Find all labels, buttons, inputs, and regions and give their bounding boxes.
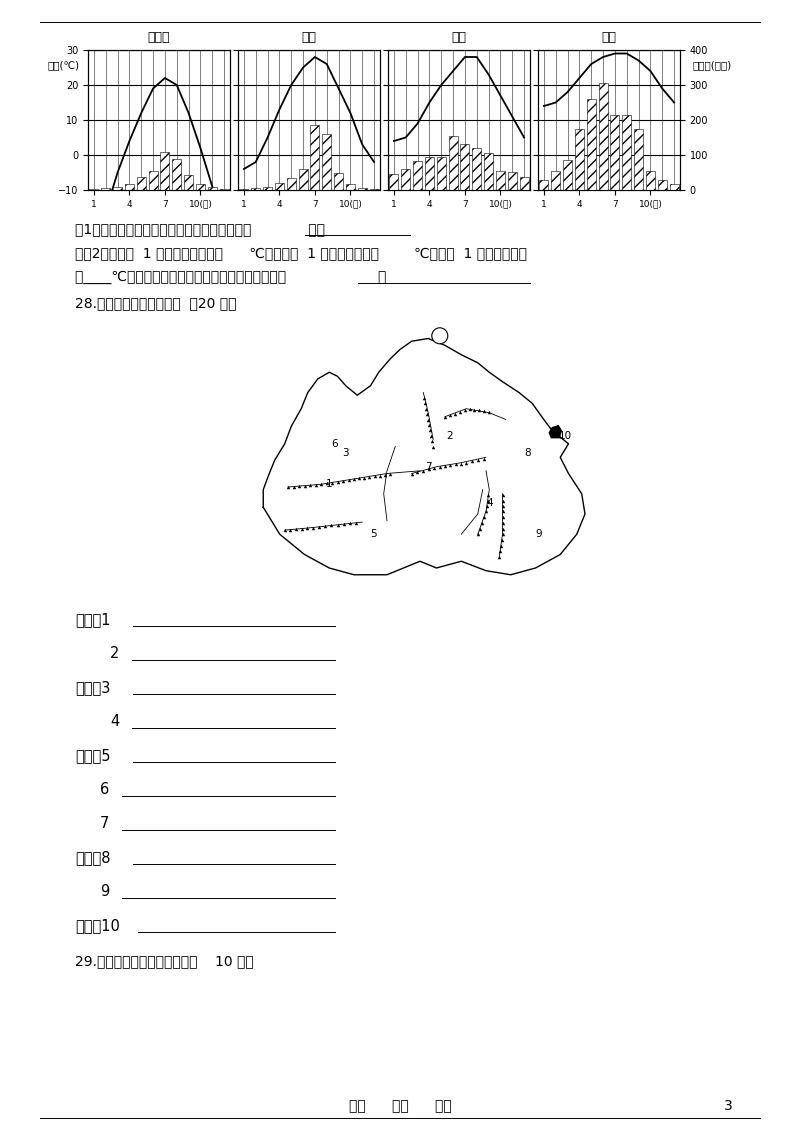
Bar bbox=[208, 188, 217, 190]
Text: 6: 6 bbox=[331, 439, 338, 449]
Bar bbox=[598, 84, 607, 190]
Bar bbox=[402, 169, 410, 190]
Bar bbox=[484, 153, 493, 190]
Bar bbox=[520, 176, 529, 190]
Text: 广州: 广州 bbox=[602, 32, 617, 44]
Text: 用心      爱心      专心: 用心 爱心 专心 bbox=[349, 1099, 451, 1113]
Polygon shape bbox=[263, 338, 585, 575]
Bar bbox=[184, 175, 193, 190]
Bar bbox=[334, 173, 343, 190]
Text: 9: 9 bbox=[100, 884, 110, 899]
Text: 3: 3 bbox=[342, 448, 349, 458]
Bar bbox=[508, 173, 517, 190]
Text: 28.读中国地形图，完成：  （20 分）: 28.读中国地形图，完成： （20 分） bbox=[75, 296, 237, 310]
Bar bbox=[449, 136, 458, 190]
Bar bbox=[125, 183, 134, 190]
Text: 山脉：5: 山脉：5 bbox=[75, 748, 110, 763]
Bar bbox=[634, 129, 643, 190]
Bar bbox=[102, 188, 110, 190]
Text: 4: 4 bbox=[110, 714, 119, 729]
Text: 平原：8: 平原：8 bbox=[75, 851, 110, 865]
Bar bbox=[658, 180, 666, 190]
Bar bbox=[587, 100, 596, 190]
Bar bbox=[137, 176, 146, 190]
Bar bbox=[172, 159, 181, 190]
Text: （1）四地降水季节分配的共同特点是多集中在             季。: （1）四地降水季节分配的共同特点是多集中在 季。 bbox=[75, 222, 325, 236]
Polygon shape bbox=[550, 425, 562, 438]
Bar bbox=[437, 157, 446, 190]
Text: 2: 2 bbox=[446, 431, 453, 441]
Text: 9: 9 bbox=[535, 529, 542, 539]
Text: 岛屿：10: 岛屿：10 bbox=[75, 918, 120, 933]
Bar bbox=[390, 174, 398, 190]
Text: 5: 5 bbox=[370, 529, 377, 539]
Text: 4: 4 bbox=[486, 498, 493, 508]
Text: 2: 2 bbox=[110, 646, 119, 661]
Bar bbox=[310, 126, 319, 190]
Bar bbox=[287, 178, 296, 190]
Bar bbox=[610, 114, 619, 190]
Bar bbox=[220, 189, 229, 190]
Bar bbox=[161, 153, 170, 190]
Text: 1: 1 bbox=[326, 480, 333, 490]
Bar bbox=[346, 183, 355, 190]
Bar bbox=[563, 161, 572, 190]
Bar bbox=[251, 188, 260, 190]
Bar bbox=[113, 187, 122, 190]
Text: 气温(℃): 气温(℃) bbox=[48, 60, 80, 70]
Text: 哈尔滨: 哈尔滨 bbox=[148, 32, 170, 44]
Bar bbox=[263, 188, 272, 190]
Text: 7: 7 bbox=[100, 815, 110, 831]
Text: 盆地：1: 盆地：1 bbox=[75, 612, 110, 627]
Text: 北京: 北京 bbox=[302, 32, 317, 44]
Bar bbox=[298, 169, 307, 190]
Bar bbox=[149, 171, 158, 190]
Text: 降水量(毫米): 降水量(毫米) bbox=[693, 60, 732, 70]
Text: 6: 6 bbox=[100, 782, 110, 797]
Bar bbox=[646, 171, 655, 190]
Text: 10: 10 bbox=[558, 431, 572, 441]
Bar bbox=[670, 183, 678, 190]
Bar bbox=[539, 180, 548, 190]
Circle shape bbox=[432, 328, 448, 344]
Bar bbox=[413, 162, 422, 190]
Text: 7: 7 bbox=[425, 461, 431, 472]
Text: 差____℃，这说明在冬季我国南北气温分布的特点是                     。: 差____℃，这说明在冬季我国南北气温分布的特点是 。 bbox=[75, 270, 386, 284]
Bar bbox=[358, 188, 366, 190]
Text: 29.读下图，完成下列要求。（    10 分）: 29.读下图，完成下列要求。（ 10 分） bbox=[75, 955, 254, 968]
Bar bbox=[275, 183, 284, 190]
Text: 8: 8 bbox=[524, 448, 530, 458]
Bar bbox=[551, 171, 560, 190]
Bar bbox=[622, 114, 631, 190]
Bar bbox=[496, 171, 505, 190]
Bar bbox=[425, 157, 434, 190]
Text: 3: 3 bbox=[724, 1099, 732, 1113]
Text: 高原：3: 高原：3 bbox=[75, 680, 110, 696]
Bar bbox=[575, 129, 584, 190]
Bar bbox=[322, 133, 331, 190]
Bar bbox=[90, 189, 98, 190]
Bar bbox=[196, 183, 205, 190]
Bar bbox=[461, 145, 470, 190]
Bar bbox=[472, 148, 481, 190]
Text: 上海: 上海 bbox=[451, 32, 466, 44]
Text: ．（2）北京的  1 月份平均气温约为      ℃，广州的  1 月份平均气温约        ℃，两地  1 月平均气温相: ．（2）北京的 1 月份平均气温约为 ℃，广州的 1 月份平均气温约 ℃，两地 … bbox=[75, 247, 527, 260]
